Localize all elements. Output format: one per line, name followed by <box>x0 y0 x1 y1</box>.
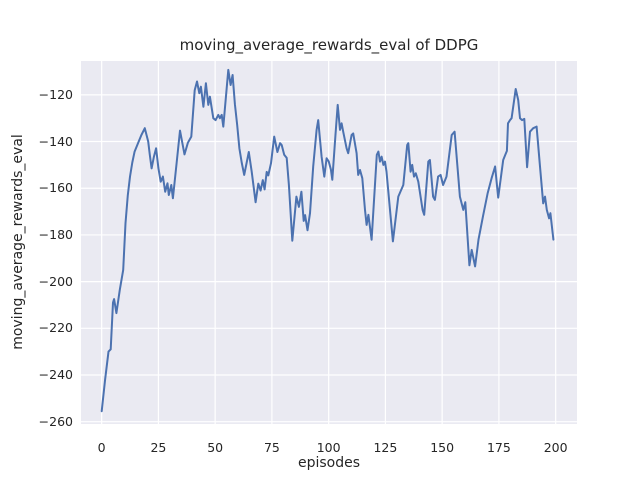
x-tick-label: 75 <box>263 440 280 455</box>
y-tick-label: −140 <box>38 133 73 149</box>
y-tick-label: −200 <box>38 273 73 289</box>
y-tick-label: −180 <box>38 226 73 242</box>
data-line <box>100 68 555 413</box>
y-tick-label: −120 <box>38 86 73 102</box>
y-tick-label: −240 <box>38 366 73 382</box>
x-tick-label: 100 <box>316 440 341 455</box>
x-tick-label: 125 <box>373 440 398 455</box>
x-tick-label: 25 <box>150 440 167 455</box>
y-tick-label: −220 <box>38 320 73 336</box>
x-tick-label: 0 <box>97 440 106 455</box>
x-tick-label: 175 <box>486 440 511 455</box>
x-tick-label: 50 <box>207 440 224 455</box>
x-axis-label: episodes <box>297 455 361 471</box>
y-tick-label: −260 <box>38 413 73 429</box>
x-tick-label: 150 <box>430 440 455 455</box>
chart-title: moving_average_rewards_eval of DDPG <box>179 36 479 54</box>
y-tick-label: −160 <box>38 180 73 196</box>
x-tick-label: 200 <box>543 440 568 455</box>
